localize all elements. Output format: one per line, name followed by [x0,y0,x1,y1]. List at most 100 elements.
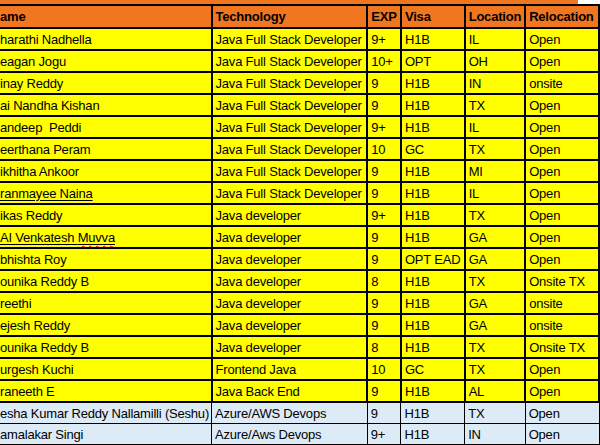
cell-name[interactable]: reethi [0,292,212,314]
cell-visa[interactable]: H1B [401,270,465,292]
cell-exp[interactable]: 9 [367,72,401,94]
cell-technology[interactable]: Java Back End [212,380,368,402]
cell-exp[interactable]: 10 [367,138,401,160]
cell-exp[interactable]: 9+ [367,424,401,445]
cell-relocation[interactable]: Open [525,94,599,116]
column-header-location[interactable]: Location [465,5,526,28]
cell-technology[interactable]: Java developer [212,292,368,314]
cell-location[interactable]: TX [465,336,526,358]
cell-exp[interactable]: 10+ [367,50,401,72]
cell-technology[interactable]: Frontend Java [212,358,368,380]
column-header-relocation[interactable]: Relocation [525,5,599,28]
cell-name[interactable]: ai Nandha Kishan [0,94,212,116]
cell-location[interactable]: GA [465,226,526,248]
cell-name[interactable]: ikhitha Ankoor [0,160,212,182]
cell-technology[interactable]: Java Full Stack Developer [212,50,368,72]
cell-visa[interactable]: H1B [401,380,465,402]
cell-technology[interactable]: Java developer [212,314,368,336]
cell-relocation[interactable]: Open [525,182,599,204]
cell-technology[interactable]: Java developer [212,226,368,248]
cell-exp[interactable]: 9 [367,402,401,424]
cell-name[interactable]: AI Venkatesh Muvva [0,226,212,248]
cell-exp[interactable]: 9 [367,226,401,248]
cell-exp[interactable]: 9 [367,380,401,402]
cell-exp[interactable]: 9 [367,314,401,336]
cell-visa[interactable]: H1B [401,72,465,94]
cell-name[interactable]: ounika Reddy B [0,336,212,358]
cell-exp[interactable]: 8 [367,270,401,292]
cell-technology[interactable]: Java developer [212,204,368,226]
cell-exp[interactable]: 9 [367,182,401,204]
cell-visa[interactable]: H1B [401,94,465,116]
cell-name[interactable]: harathi Nadhella [0,28,212,50]
cell-name[interactable]: urgesh Kuchi [0,358,212,380]
cell-relocation[interactable]: Open [525,358,599,380]
cell-visa[interactable]: H1B [401,336,465,358]
cell-name[interactable]: amalakar Singi [0,424,212,445]
cell-technology[interactable]: Java developer [212,336,368,358]
cell-technology[interactable]: Azure/AWS Devops [212,402,368,424]
cell-relocation[interactable]: Onsite TX [525,270,599,292]
cell-relocation[interactable]: Open [525,116,599,138]
cell-technology[interactable]: Java Full Stack Developer [212,182,368,204]
cell-technology[interactable]: Java developer [212,248,368,270]
column-header-visa[interactable]: Visa [401,5,465,28]
cell-location[interactable]: TX [465,94,526,116]
cell-exp[interactable]: 9+ [367,116,401,138]
cell-relocation[interactable]: Open [525,50,599,72]
cell-relocation[interactable]: Open [525,248,599,270]
cell-name[interactable]: eerthana Peram [0,138,212,160]
cell-name[interactable]: bhishta Roy [0,248,212,270]
cell-relocation[interactable]: onsite [525,314,599,336]
cell-relocation[interactable]: Open [525,204,599,226]
cell-location[interactable]: TX [465,204,526,226]
cell-exp[interactable]: 10 [367,358,401,380]
column-header-name[interactable]: ame [0,5,212,28]
cell-relocation[interactable]: onsite [525,72,599,94]
cell-technology[interactable]: Java Full Stack Developer [212,72,368,94]
cell-name[interactable]: ranmayee Naina [0,182,212,204]
cell-name[interactable]: ejesh Reddy [0,314,212,336]
cell-location[interactable]: TX [465,402,526,424]
cell-name[interactable]: eagan Jogu [0,50,212,72]
cell-exp[interactable]: 9 [367,248,401,270]
cell-technology[interactable]: Java Full Stack Developer [212,138,368,160]
cell-relocation[interactable]: Onsite TX [525,336,599,358]
cell-technology[interactable]: Java Full Stack Developer [212,28,368,50]
cell-technology[interactable]: Azure/Aws Devops [212,424,368,445]
cell-relocation[interactable]: Open [525,380,599,402]
cell-visa[interactable]: H1B [401,424,465,445]
cell-relocation[interactable]: Open [525,402,599,424]
cell-relocation[interactable]: Open [525,226,599,248]
cell-location[interactable]: IL [465,116,526,138]
cell-relocation[interactable]: Open [525,138,599,160]
cell-technology[interactable]: Java Full Stack Developer [212,116,368,138]
cell-technology[interactable]: Java Full Stack Developer [212,160,368,182]
cell-location[interactable]: TX [465,138,526,160]
cell-location[interactable]: GA [465,314,526,336]
cell-name[interactable]: ikas Reddy [0,204,212,226]
cell-visa[interactable]: OPT [401,50,465,72]
cell-name[interactable]: raneeth E [0,380,212,402]
cell-visa[interactable]: OPT EAD [401,248,465,270]
cell-visa[interactable]: H1B [401,314,465,336]
cell-location[interactable]: TX [465,358,526,380]
cell-visa[interactable]: GC [401,358,465,380]
cell-location[interactable]: IN [465,424,526,445]
column-header-technology[interactable]: Technology [212,5,368,28]
column-header-exp[interactable]: EXP [367,5,401,28]
cell-exp[interactable]: 9 [367,292,401,314]
cell-location[interactable]: IL [465,182,526,204]
cell-relocation[interactable]: Open [525,160,599,182]
cell-relocation[interactable]: onsite [525,292,599,314]
cell-visa[interactable]: H1B [401,182,465,204]
cell-location[interactable]: IL [465,28,526,50]
cell-name[interactable]: andeep Peddi [0,116,212,138]
cell-location[interactable]: IN [465,72,526,94]
cell-visa[interactable]: GC [401,138,465,160]
cell-technology[interactable]: Java developer [212,270,368,292]
cell-location[interactable]: TX [465,270,526,292]
cell-location[interactable]: OH [465,50,526,72]
cell-exp[interactable]: 9 [367,160,401,182]
cell-name[interactable]: ounika Reddy B [0,270,212,292]
